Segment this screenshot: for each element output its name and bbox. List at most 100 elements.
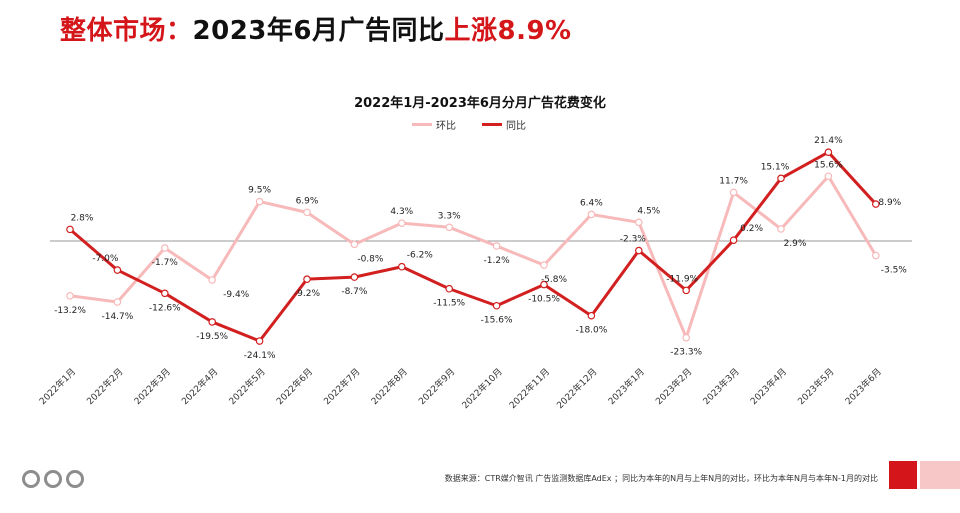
mom-point — [871, 251, 880, 260]
mom-point — [492, 242, 501, 250]
x-tick-label: 2023年1月 — [605, 366, 646, 407]
x-tick-label: 2023年2月 — [653, 366, 694, 407]
legend-label-mom: 环比 — [436, 121, 456, 132]
mom-point — [113, 298, 122, 306]
mom-point — [824, 172, 833, 181]
mom-point — [445, 223, 454, 232]
yoy-data-label: -2.3% — [620, 235, 647, 245]
yoy-data-label: -19.5% — [196, 332, 228, 342]
footer-accent-red — [889, 461, 917, 489]
yoy-point — [682, 286, 691, 295]
x-tick-label: 2023年5月 — [795, 366, 836, 407]
yoy-point — [303, 275, 311, 283]
yoy-point — [397, 262, 406, 271]
yoy-point — [729, 236, 738, 244]
yoy-data-label: -6.2% — [407, 251, 434, 261]
x-tick-label: 2023年6月 — [842, 366, 883, 407]
mom-data-label: 6.9% — [296, 196, 319, 206]
mom-point — [397, 219, 406, 227]
yoy-data-label: 15.1% — [761, 162, 790, 172]
mom-point — [587, 210, 596, 219]
page-headline: 整体市场：2023年6月广告同比上涨8.9% — [60, 10, 572, 47]
mom-point — [682, 333, 691, 342]
mom-data-label: -0.8% — [357, 254, 384, 264]
yoy-point — [255, 337, 264, 345]
yoy-point — [66, 225, 74, 234]
yoy-point — [634, 246, 643, 255]
mom-point — [777, 225, 785, 233]
yoy-point — [492, 301, 501, 310]
mom-point — [66, 291, 74, 300]
mom-data-label: 2.9% — [784, 239, 807, 249]
yoy-point — [824, 148, 833, 156]
yoy-data-label: -18.0% — [575, 326, 607, 336]
x-tick-label: 2022年7月 — [321, 366, 362, 407]
mom-data-label: -5.8% — [541, 275, 568, 285]
mom-data-label: 15.6% — [814, 160, 843, 170]
legend-label-yoy: 同比 — [506, 121, 526, 132]
x-tick-label: 2022年4月 — [179, 366, 220, 407]
yoy-data-label: 2.8% — [71, 213, 94, 223]
x-tick-label: 2022年9月 — [416, 366, 457, 407]
yoy-data-label: 21.4% — [814, 136, 843, 146]
data-source-note: 数据来源：CTR媒介智讯 广告监测数据库AdEx ；同比为本年的N月与上年N月的… — [444, 474, 878, 483]
mom-data-label: 6.4% — [580, 198, 603, 208]
x-tick-label: 2023年3月 — [700, 366, 741, 407]
legend-swatch-mom — [412, 123, 432, 126]
mom-point — [161, 244, 169, 252]
footer-accent-pink — [920, 461, 960, 489]
yoy-data-label: -11.9% — [666, 274, 698, 284]
yoy-point — [871, 200, 880, 208]
yoy-data-label: -12.6% — [149, 303, 181, 313]
x-tick-label: 2022年12月 — [554, 366, 600, 412]
mom-data-label: -9.4% — [223, 290, 250, 300]
yoy-point — [540, 280, 548, 289]
headline-middle: 2023年6月广告同比 — [192, 16, 445, 46]
yoy-data-label: -24.1% — [244, 351, 276, 361]
chart-legend: 环比 同比 — [412, 117, 526, 132]
logo-ring-icon — [66, 470, 84, 488]
mom-data-label: -23.3% — [670, 348, 702, 358]
mom-data-label: -1.2% — [484, 256, 511, 266]
x-tick-label: 2022年11月 — [507, 366, 553, 412]
mom-point — [255, 197, 264, 206]
logo-ring-icon — [22, 470, 40, 488]
yoy-data-label: -10.5% — [528, 295, 560, 305]
yoy-data-label: -8.7% — [341, 287, 368, 297]
chart-title: 2022年1月-2023年6月分月广告花费变化 — [354, 96, 606, 111]
mom-data-label: -13.2% — [54, 306, 86, 316]
legend-item-mom: 环比 — [412, 117, 456, 132]
yoy-point — [350, 273, 359, 281]
series-line-yoy — [69, 150, 877, 343]
yoy-data-label: -7.0% — [92, 254, 119, 264]
yoy-point — [445, 284, 454, 293]
yoy-data-label: -15.6% — [481, 316, 513, 326]
mom-point — [208, 276, 217, 284]
legend-swatch-yoy — [482, 123, 502, 126]
mom-point — [303, 208, 311, 217]
x-tick-label: 2022年2月 — [84, 366, 125, 407]
headline-prefix: 整体市场： — [60, 16, 193, 46]
x-tick-label: 2022年8月 — [368, 366, 409, 407]
ctr-logo — [22, 470, 84, 488]
mom-data-label: 9.5% — [248, 186, 271, 196]
logo-ring-icon — [44, 470, 62, 488]
x-tick-label: 2022年10月 — [459, 366, 505, 412]
series-line-mom — [69, 174, 878, 340]
mom-data-label: -3.5% — [881, 266, 908, 276]
yoy-point — [161, 289, 169, 298]
yoy-point — [777, 174, 785, 183]
mom-data-label: 4.3% — [390, 207, 413, 217]
yoy-point — [208, 318, 217, 326]
mom-data-label: -1.7% — [152, 258, 179, 268]
mom-data-label: -14.7% — [101, 312, 133, 322]
yoy-data-label: -9.2% — [294, 289, 321, 299]
mom-point — [350, 240, 359, 249]
legend-item-yoy: 同比 — [482, 117, 526, 132]
x-tick-label: 2022年3月 — [131, 366, 172, 407]
x-tick-label: 2022年5月 — [226, 366, 267, 407]
mom-data-label: 3.3% — [438, 211, 461, 221]
yoy-data-label: 0.2% — [740, 224, 763, 234]
mom-point — [634, 218, 643, 227]
